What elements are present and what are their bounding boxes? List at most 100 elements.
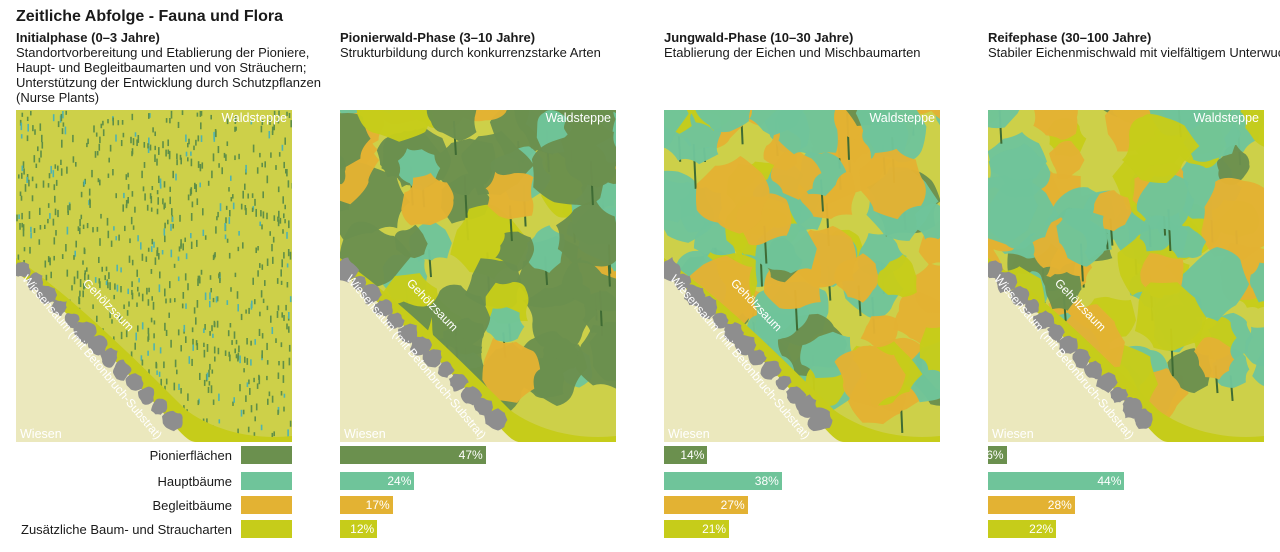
seedling-mark [131,191,134,197]
seedling-mark [177,329,180,336]
seedling-mark [96,226,99,232]
seedling-mark [28,211,31,219]
tree-canopy-begleit [860,315,898,351]
seedling-mark [84,283,86,289]
seedling-mark [208,369,210,378]
seedling-mark [94,277,97,283]
seedling-mark [27,123,29,132]
seedling-mark [164,235,166,243]
seedling-mark [266,175,269,184]
seedling-mark [92,304,94,309]
tree-canopy-begleit [695,156,770,234]
seedling-mark [195,139,197,146]
seedling-mark [179,154,182,160]
seedling-mark [169,118,171,124]
seedling-mark [288,326,290,333]
seedling-mark [217,146,220,154]
seedling-mark [129,238,131,244]
tree-canopy-pionier [427,284,491,350]
seedling-mark [289,296,292,303]
concrete-rubble-stone [361,283,382,305]
seedling-mark [96,151,99,156]
seedling-mark [19,191,22,196]
seedling-mark [86,267,88,272]
seedling-mark [262,191,264,199]
concrete-rubble-stone [1009,286,1030,306]
phase-title: Initialphase (0–3 Jahre) [16,30,160,45]
seedling-mark [230,287,232,292]
seedling-mark [115,193,117,199]
seedling-mark [211,170,213,179]
seedling-mark [197,275,200,281]
phase-title: Jungwald-Phase (10–30 Jahre) [664,30,854,45]
seedling-mark [147,350,149,356]
seedling-mark [98,143,101,151]
seedling-mark [216,320,219,328]
phase-description: Standortvorbereitung und Etablierung der… [16,45,321,105]
seedling-mark [228,217,231,224]
seedling-mark [184,273,187,281]
seedling-mark [150,317,153,323]
seedling-mark [141,359,144,366]
seedling-mark [283,161,285,169]
seedling-mark [215,296,218,303]
seedling-mark [191,358,193,366]
seedling-mark [158,253,160,260]
seedling-mark [131,259,134,266]
seedling-mark [158,147,160,155]
tree-canopy-haupt [1249,262,1264,303]
seedling-mark [150,246,153,252]
seedling-mark [116,284,119,292]
label-wiesen: Wiesen [992,427,1034,441]
seedling-mark [176,153,178,160]
bar-value-label: 38% [754,474,779,488]
seedling-mark [177,256,180,261]
panel-illustration [664,110,940,442]
seedling-mark [143,162,146,168]
seedling-mark [207,180,210,186]
panel-pionierwald: Waldsteppe Wiesen Gehölzsaum Wiesensaum (mi… [340,110,616,442]
seedling-mark [259,311,261,317]
seedling-mark [108,272,110,279]
seedling-mark [21,222,23,228]
seedling-mark [207,386,210,393]
seedling-mark [41,141,44,149]
seedling-mark [193,145,195,151]
seedling-mark [130,351,133,358]
seedling-mark [41,134,43,143]
seedling-mark [181,303,184,309]
seedling-mark [77,226,80,232]
seedling-mark [182,292,185,299]
seedling-mark [266,360,269,365]
seedling-mark [99,136,101,144]
seedling-mark [50,165,52,174]
seedling-mark [26,176,28,184]
seedling-mark [57,165,59,171]
seedling-mark [195,184,197,193]
tree-canopy-pionier [561,116,616,188]
seedling-mark [224,234,227,240]
seedling-mark [281,312,283,318]
seedling-mark [278,210,280,219]
seedling-mark [244,205,247,211]
concrete-rubble-stone [473,397,493,416]
seedling-mark [100,213,102,219]
seedling-mark [29,246,31,254]
seedling-mark [163,228,166,236]
seedling-mark [158,175,160,184]
phase-description: Stabiler Eichenmischwald mit vielfältige… [988,45,1280,60]
seedling-mark [273,110,276,117]
seedling-mark [128,255,131,263]
seedling-mark [252,277,254,285]
seedling-mark [184,237,186,242]
seedling-mark [276,311,279,318]
seedling-mark [232,202,235,210]
seedling-mark [243,368,245,373]
seedling-mark [288,113,291,119]
seedling-mark [50,271,52,279]
seedling-mark [196,300,199,308]
tree-canopy-haupt [1244,326,1264,367]
seedling-mark [259,263,261,268]
seedling-mark [22,224,25,231]
seedling-mark [190,213,193,221]
